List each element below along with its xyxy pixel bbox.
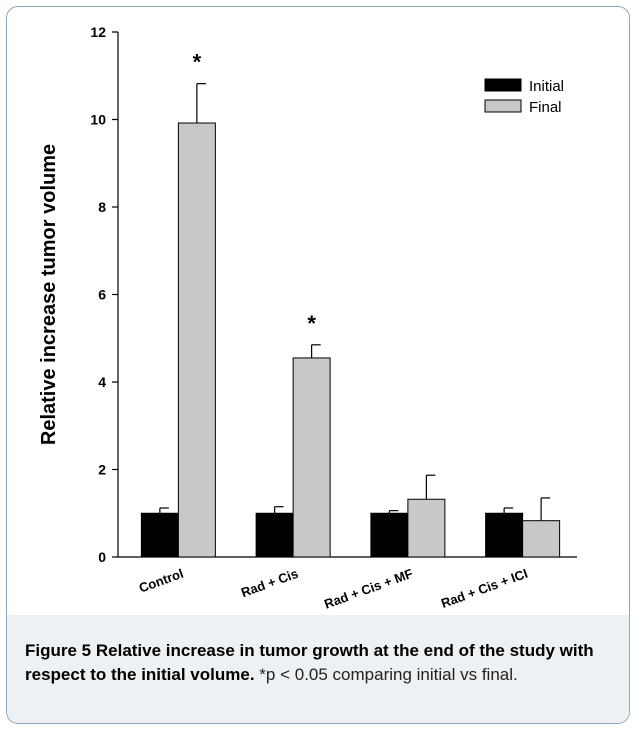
bar-initial-2 xyxy=(370,512,409,558)
y-tick-label: 0 xyxy=(98,549,106,565)
bar-final-3 xyxy=(522,520,561,558)
significance-marker: * xyxy=(193,50,202,75)
x-tick-label: Rad + Cis + MF xyxy=(322,566,415,612)
legend-swatch-final xyxy=(484,99,522,113)
caption-title: Relative increase in tumor growth at the… xyxy=(25,641,594,684)
y-tick-label: 2 xyxy=(98,462,106,478)
bar-final-1 xyxy=(292,357,331,558)
bar-initial-3 xyxy=(485,512,524,558)
y-tick-label: 8 xyxy=(98,199,106,215)
legend-swatch-initial xyxy=(484,78,522,92)
bar-final-2 xyxy=(407,498,446,558)
legend-label-final: Final xyxy=(529,99,562,116)
bar-initial-1 xyxy=(255,512,294,558)
y-tick-label: 12 xyxy=(90,24,106,40)
y-tick-label: 4 xyxy=(98,374,106,390)
y-tick-label: 6 xyxy=(98,287,106,303)
bar-chart: 0 2 4 6 8 10 12 Relative increase tumor volume C… xyxy=(38,24,577,612)
legend-label-initial: Initial xyxy=(529,78,564,95)
y-axis-label: Relative increase tumor volume xyxy=(38,144,60,445)
caption-label: Figure 5 xyxy=(25,641,92,660)
figure-panel: 0 2 4 6 8 10 12 Relative increase tumor volume C… xyxy=(6,6,630,724)
x-tick-label: Rad + Cis xyxy=(239,566,300,600)
x-tick-label: Control xyxy=(137,566,186,596)
bar-initial-0 xyxy=(140,512,179,558)
caption-note: *p < 0.05 comparing initial vs final. xyxy=(259,665,518,684)
y-tick-label: 10 xyxy=(90,112,106,128)
bar-final-0 xyxy=(177,122,216,558)
figure-caption: Figure 5 Relative increase in tumor grow… xyxy=(25,639,615,687)
caption-band xyxy=(7,615,629,723)
x-tick-label: Rad + Cis + ICI xyxy=(439,566,530,611)
significance-marker: * xyxy=(307,311,316,336)
